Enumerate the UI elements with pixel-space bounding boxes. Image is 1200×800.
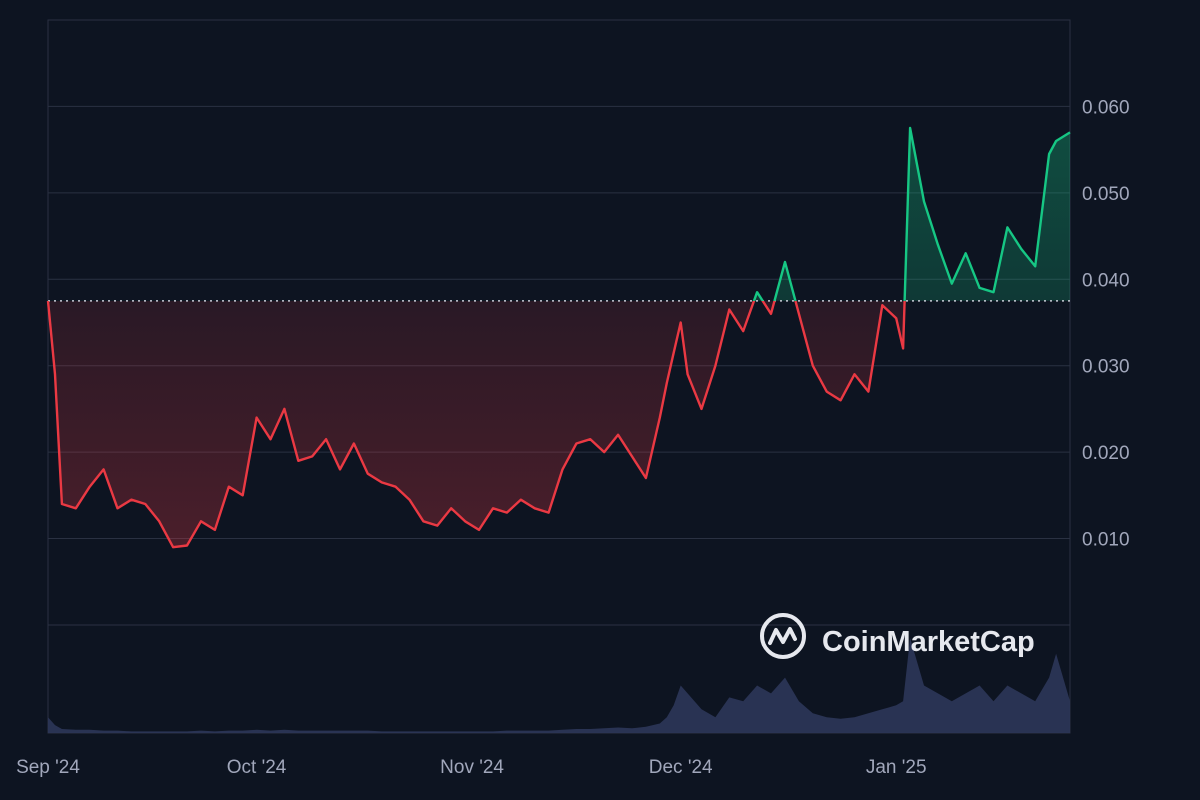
watermark-text: CoinMarketCap xyxy=(822,626,1035,658)
y-axis-ticks: 0.010 0.020 0.030 0.040 0.050 0.060 xyxy=(1082,97,1130,550)
x-tick-label: Oct '24 xyxy=(227,757,287,778)
y-tick-label: 0.060 xyxy=(1082,97,1130,118)
coinmarketcap-logo-icon xyxy=(760,613,806,659)
x-tick-label: Dec '24 xyxy=(649,757,713,778)
x-axis-ticks: Sep '24 Oct '24 Nov '24 Dec '24 Jan '25 xyxy=(16,757,926,778)
price-area-below-baseline xyxy=(48,300,1070,548)
y-tick-label: 0.030 xyxy=(1082,357,1130,378)
volume-area xyxy=(48,638,1070,733)
x-tick-label: Nov '24 xyxy=(440,757,504,778)
y-tick-label: 0.010 xyxy=(1082,530,1130,551)
price-line-below-baseline xyxy=(46,300,906,549)
volume-bars xyxy=(48,638,1070,733)
price-area-above-baseline xyxy=(753,128,1070,301)
y-tick-label: 0.020 xyxy=(1082,443,1130,464)
coinmarketcap-watermark: CoinMarketCap xyxy=(760,613,1035,659)
y-tick-label: 0.040 xyxy=(1082,270,1130,291)
x-tick-label: Jan '25 xyxy=(866,757,927,778)
y-tick-label: 0.050 xyxy=(1082,184,1130,205)
x-tick-label: Sep '24 xyxy=(16,757,80,778)
